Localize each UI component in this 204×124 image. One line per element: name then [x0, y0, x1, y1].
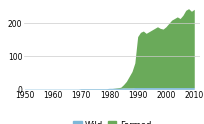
Legend: Wild, Farmed: Wild, Farmed — [73, 121, 151, 124]
